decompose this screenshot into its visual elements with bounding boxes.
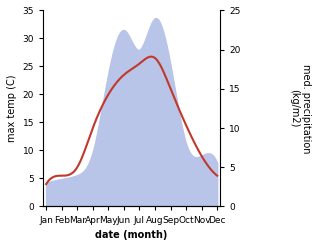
Y-axis label: max temp (C): max temp (C)	[7, 75, 17, 142]
X-axis label: date (month): date (month)	[95, 230, 168, 240]
Y-axis label: med. precipitation
(kg/m2): med. precipitation (kg/m2)	[289, 64, 311, 153]
